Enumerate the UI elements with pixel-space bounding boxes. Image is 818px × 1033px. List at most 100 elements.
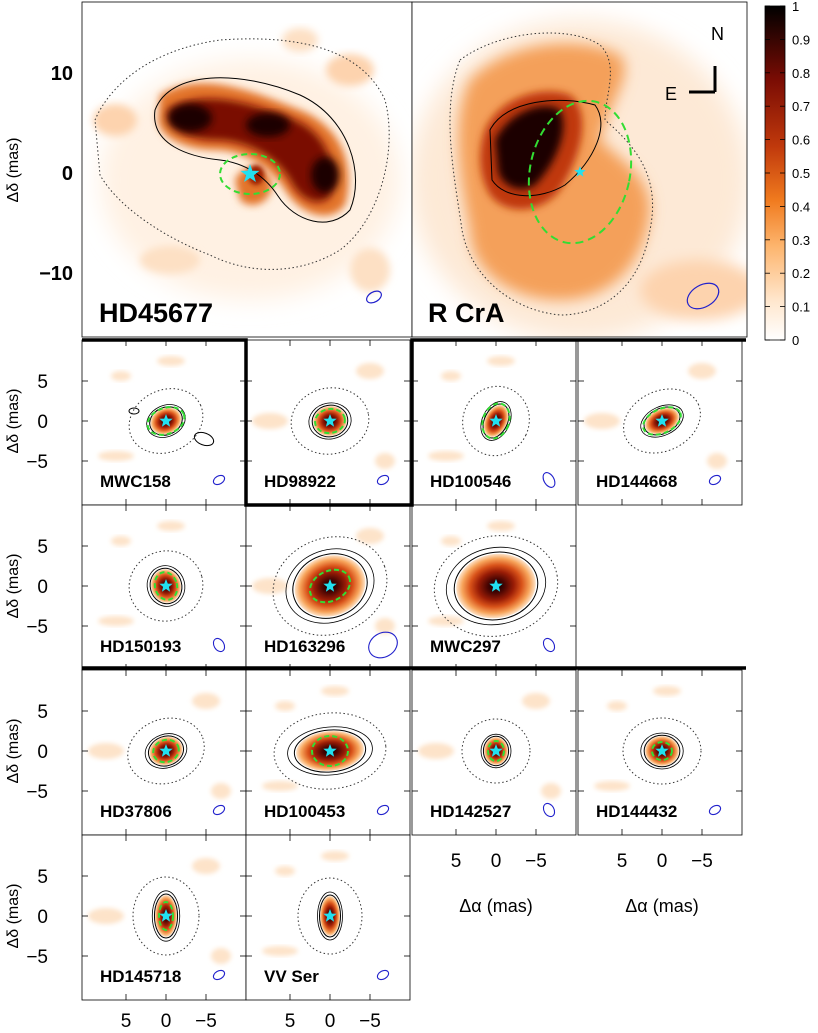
contour-dotted: [622, 717, 702, 785]
inner-ring-ellipse: [146, 406, 186, 436]
y-tick-label: 0: [62, 163, 73, 185]
panel-mwc158: MWC158: [81, 339, 247, 506]
panel-hd100453: HD100453: [245, 669, 411, 836]
colorbar-tick-label: 0.2: [792, 266, 810, 281]
contour-solid: [193, 431, 215, 447]
noise-blob: [192, 858, 220, 874]
compass-north-label: N: [711, 24, 724, 44]
noise-blob: [441, 536, 461, 546]
noise-blob: [688, 363, 716, 379]
noise-blob: [356, 528, 384, 544]
panel-hd100546: HD100546: [411, 339, 577, 506]
inner-ring-ellipse: [487, 740, 505, 762]
panel-label: HD142527: [430, 802, 511, 821]
contour-dotted: [94, 38, 390, 270]
panel-hd98922: HD98922: [245, 339, 411, 506]
y-axis-label: Δδ (mas): [5, 554, 22, 619]
noise-blob: [88, 908, 124, 924]
contour-solid: [489, 99, 602, 197]
noise-blob: [428, 451, 464, 461]
contour-dotted: [462, 385, 530, 457]
panel-rcra: R CrA N E: [411, 1, 748, 338]
beam-ellipse: [542, 637, 556, 653]
noise-blob: [157, 356, 185, 366]
y-tick-label: 0: [37, 742, 48, 763]
noise-blob: [211, 783, 231, 799]
contour-solid: [308, 402, 352, 440]
panel-label: HD98922: [264, 472, 336, 491]
contour-solid: [147, 735, 185, 767]
contour-solid: [153, 893, 179, 939]
noise-blob: [111, 371, 131, 381]
panel-label: MWC297: [430, 637, 501, 656]
noise-blob: [356, 363, 384, 379]
inner-ring-ellipse: [158, 901, 174, 931]
contour-dotted: [461, 718, 531, 784]
star-icon: [323, 579, 337, 592]
x-tick-label: 5: [121, 1011, 132, 1032]
colorbar-tick-label: 0.3: [792, 233, 810, 248]
contour-solid: [311, 404, 349, 438]
beam-ellipse: [542, 802, 556, 818]
star-icon: [655, 744, 669, 757]
panel-image: [93, 28, 400, 304]
beam-ellipse: [542, 472, 556, 488]
contour-solid: [149, 567, 183, 605]
x-tick-label: −5: [359, 1011, 381, 1032]
separator-line: [82, 338, 746, 507]
contour-dotted: [272, 536, 388, 636]
contour-solid: [317, 891, 343, 941]
contour-dotted: [127, 717, 205, 785]
colorbar: 0 0.1 0.2 0.3 0.4 0.5 0.6 0.7 0.8 0.9 1: [764, 0, 810, 348]
contour-solid: [154, 77, 357, 223]
panel-vv-ser: VV Ser: [245, 834, 411, 1001]
beam-ellipse: [212, 637, 226, 653]
panel-mwc297: MWC297: [411, 504, 577, 671]
noise-blob: [88, 743, 124, 759]
beam-ellipse: [212, 804, 226, 816]
noise-blob: [211, 948, 231, 964]
contour-dotted: [623, 388, 701, 454]
beam-ellipse: [686, 282, 720, 310]
panel-frame: [577, 669, 743, 836]
y-axis-label: Δδ (mas): [5, 389, 22, 454]
panel-label: HD144668: [596, 472, 677, 491]
contour-solid: [128, 407, 140, 415]
panel-hd163296: HD163296: [245, 504, 411, 671]
noise-blob: [594, 781, 630, 791]
inner-ring-ellipse: [219, 153, 281, 195]
y-tick-label: −10: [39, 263, 73, 285]
inner-ring-ellipse: [481, 402, 511, 440]
panel-label: HD45677: [99, 298, 213, 328]
panel-label: VV Ser: [264, 967, 319, 986]
colorbar-tick-label: 0.8: [792, 66, 810, 81]
beam-ellipse: [212, 474, 226, 486]
x-axes: 5 0 −5 5 0 −5 5 0 −5 Δα (mas) 5 0 −5 Δα (mas): [121, 851, 713, 1032]
compass: N E: [665, 24, 724, 104]
star-icon: [489, 414, 503, 427]
noise-blob: [192, 693, 220, 709]
panel-label: R CrA: [428, 298, 505, 328]
star-icon: [489, 744, 503, 757]
y-axis-label: Δδ (mas): [5, 138, 22, 203]
noise-blob: [275, 866, 295, 876]
x-tick-label: −5: [195, 1011, 217, 1032]
contour-solid: [285, 548, 375, 624]
contour-solid: [319, 894, 341, 938]
contour-dotted: [273, 712, 387, 790]
panel-frame: [411, 669, 577, 836]
panel-frame: [245, 834, 411, 1001]
x-tick-label: −5: [691, 851, 713, 872]
noise-blob: [262, 946, 298, 956]
star-icon: [159, 579, 173, 592]
contour-solid: [293, 729, 367, 773]
contour-solid: [640, 732, 684, 770]
panel-label: HD150193: [100, 637, 181, 656]
star-icon: [240, 164, 260, 182]
colorbar-tick-label: 0: [792, 333, 799, 348]
noise-blob: [607, 701, 627, 711]
noise-blob: [487, 356, 515, 366]
y-tick-label: 0: [37, 412, 48, 433]
noise-blob: [541, 783, 561, 799]
colorbar-ticks: 0 0.1 0.2 0.3 0.4 0.5 0.6 0.7 0.8 0.9 1: [765, 0, 810, 348]
